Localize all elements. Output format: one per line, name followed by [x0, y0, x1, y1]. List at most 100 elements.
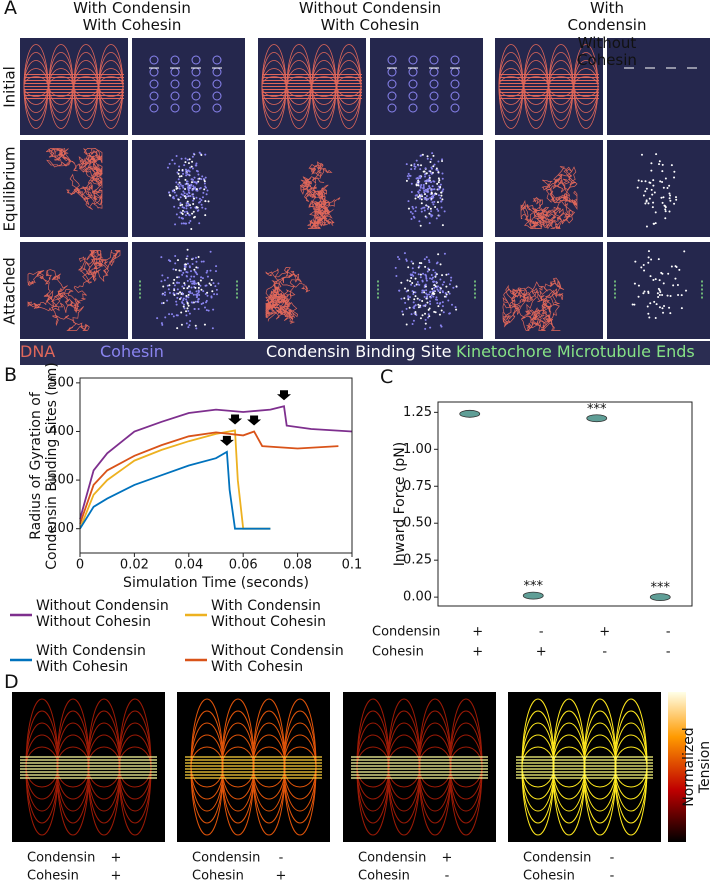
site-dot: [423, 193, 426, 196]
site-dot: [202, 302, 205, 305]
site-dot: [199, 284, 202, 287]
site-dot: [425, 297, 428, 300]
site-dot: [417, 184, 420, 187]
y-tick-label: 300: [49, 473, 74, 488]
site-dot: [175, 194, 178, 197]
site-dot: [188, 158, 191, 161]
site-dot: [670, 164, 673, 167]
site-dot: [423, 189, 426, 192]
site-dot: [186, 271, 189, 274]
site-dot: [423, 295, 426, 298]
site-dot: [185, 322, 188, 325]
data-line: [79, 430, 339, 525]
site-dot: [412, 207, 415, 210]
tension-loop: [449, 698, 483, 836]
site-dot: [197, 173, 200, 176]
site-dot: [419, 276, 422, 279]
site-dot: [172, 292, 175, 295]
plot-frame: [437, 401, 693, 607]
cohesin-ring: [149, 79, 159, 89]
site-dot: [189, 320, 192, 323]
site-dot: [664, 210, 667, 213]
x-axis-title: Simulation Time (seconds): [123, 575, 309, 591]
condition-sign: +: [111, 851, 122, 866]
site-dot: [451, 303, 454, 306]
cohesin-ring: [149, 91, 159, 101]
site-dot: [664, 177, 667, 180]
site-dot: [430, 189, 433, 192]
site-dot: [189, 166, 192, 169]
site-dot: [403, 297, 406, 300]
site-dot: [177, 178, 180, 181]
site-dot: [428, 293, 431, 296]
site-dot: [188, 324, 191, 327]
site-dot: [658, 294, 661, 297]
cohesin-ring: [212, 103, 222, 113]
site-dot: [411, 267, 414, 270]
site-dot: [417, 181, 420, 184]
site-dot: [437, 253, 440, 256]
site-dot: [425, 172, 428, 175]
site-dot: [210, 279, 213, 282]
site-dot: [200, 302, 203, 305]
y-axis-title: Inward Force (pN): [391, 441, 408, 567]
site-dot: [202, 178, 205, 181]
site-dot: [400, 281, 403, 284]
site-dot: [168, 291, 171, 294]
cohesin-ring: [450, 79, 460, 89]
site-dot: [427, 206, 430, 209]
site-dot: [204, 306, 207, 309]
site-dot: [197, 307, 200, 310]
site-dot: [191, 292, 194, 295]
site-dot: [425, 190, 428, 193]
violin: [586, 414, 608, 423]
x-tick-label: 0.04: [174, 558, 203, 573]
site-dot: [429, 170, 432, 173]
site-dot: [673, 176, 676, 179]
cohesin-ring: [408, 91, 418, 101]
site-dot: [645, 199, 648, 202]
site-dot: [414, 210, 417, 213]
site-dot: [179, 291, 182, 294]
site-dot: [429, 161, 432, 164]
site-dot: [430, 192, 433, 195]
site-dot: [191, 167, 194, 170]
site-dot: [441, 305, 444, 308]
site-dot: [425, 182, 428, 185]
site-dot: [171, 313, 174, 316]
site-dot: [188, 173, 191, 176]
site-dot: [412, 271, 415, 274]
site-dot: [183, 307, 186, 310]
legend-entry: Kinetochore Microtubule Ends: [456, 342, 695, 361]
site-dot: [430, 166, 433, 169]
site-dot: [193, 275, 196, 278]
legend-label: Without Condensin With Cohesin: [211, 643, 344, 676]
site-dot: [184, 178, 187, 181]
site-dot: [440, 206, 443, 209]
site-dot: [410, 283, 413, 286]
site-dot: [428, 261, 431, 264]
site-dot: [185, 202, 188, 205]
site-dot: [429, 196, 432, 199]
data-line: [79, 450, 271, 530]
tension-loop: [221, 698, 255, 836]
site-dot: [192, 301, 195, 304]
site-dot: [172, 268, 175, 271]
site-dot: [428, 268, 431, 271]
site-dot: [192, 216, 195, 219]
cohesin-ring: [191, 79, 201, 89]
site-dot: [176, 327, 179, 330]
site-dot: [195, 188, 198, 191]
site-dot: [631, 303, 634, 306]
site-dot: [195, 327, 198, 330]
site-dot: [658, 306, 661, 309]
site-dot: [176, 259, 179, 262]
site-dot: [204, 200, 207, 203]
site-dot: [182, 172, 185, 175]
site-dot: [436, 182, 439, 185]
site-dot: [180, 222, 183, 225]
site-dot: [407, 298, 410, 301]
site-dot: [412, 293, 415, 296]
condition-sign: +: [536, 645, 547, 660]
site-dot: [190, 165, 193, 168]
